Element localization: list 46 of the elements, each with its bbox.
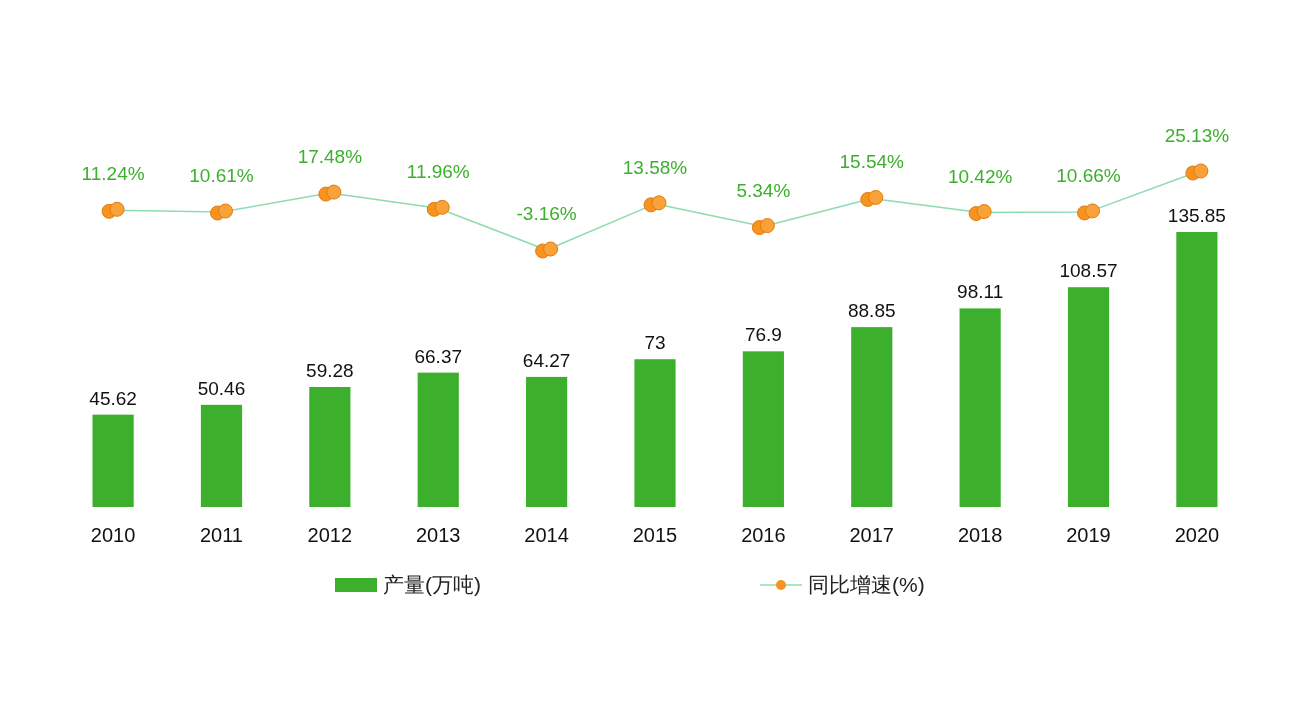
x-tick-label: 2019	[1066, 524, 1111, 546]
bar	[526, 376, 568, 507]
data-label: 88.85	[847, 300, 896, 322]
data-label: 59.28	[306, 360, 354, 381]
data-label: 5.34%	[736, 179, 791, 201]
bar	[634, 359, 676, 507]
legend-label: 同比增速(%)	[808, 573, 925, 596]
data-label: 17.48%	[297, 146, 363, 168]
data-label: 45.62	[89, 387, 137, 409]
data-label: 13.58%	[622, 156, 688, 178]
data-label: 10.66%	[1056, 164, 1121, 186]
bar	[742, 351, 784, 507]
bar	[92, 414, 134, 507]
x-tick-label: 2014	[524, 524, 569, 546]
data-label: 11.96%	[406, 161, 470, 183]
data-label: 50.46	[197, 377, 246, 399]
bar	[417, 372, 459, 507]
data-label: 64.27	[522, 349, 571, 371]
x-tick-label: 2011	[199, 524, 243, 546]
x-tick-label: 2016	[741, 524, 786, 546]
data-label: 11.24%	[81, 163, 145, 185]
legend-label: 产量(万吨)	[383, 573, 481, 596]
data-label: 108.57	[1059, 260, 1118, 282]
data-label: 73	[644, 332, 666, 354]
x-tick-label: 2012	[307, 524, 353, 546]
x-tick-label: 2010	[90, 524, 136, 546]
bar	[959, 308, 1001, 507]
data-label: 25.13%	[1164, 125, 1230, 146]
x-tick-label: 2015	[632, 524, 678, 546]
bar	[1067, 287, 1110, 507]
data-label: 66.37	[414, 345, 463, 367]
data-label: 135.85	[1167, 205, 1226, 226]
x-tick-label: 2017	[849, 524, 895, 546]
x-tick-label: 2018	[957, 524, 1003, 546]
bar	[1176, 232, 1218, 507]
x-tick-label: 2013	[415, 524, 461, 546]
x-tick-label: 2020	[1174, 524, 1220, 546]
bar	[200, 404, 243, 507]
data-label: 76.9	[744, 324, 782, 346]
data-label: 10.61%	[189, 165, 254, 187]
data-label: -3.16%	[516, 203, 577, 224]
bar	[309, 387, 351, 507]
data-label: 10.42%	[947, 165, 1013, 187]
data-label: 98.11	[957, 281, 1004, 303]
data-label: 15.54%	[839, 151, 905, 173]
bar	[851, 327, 893, 507]
